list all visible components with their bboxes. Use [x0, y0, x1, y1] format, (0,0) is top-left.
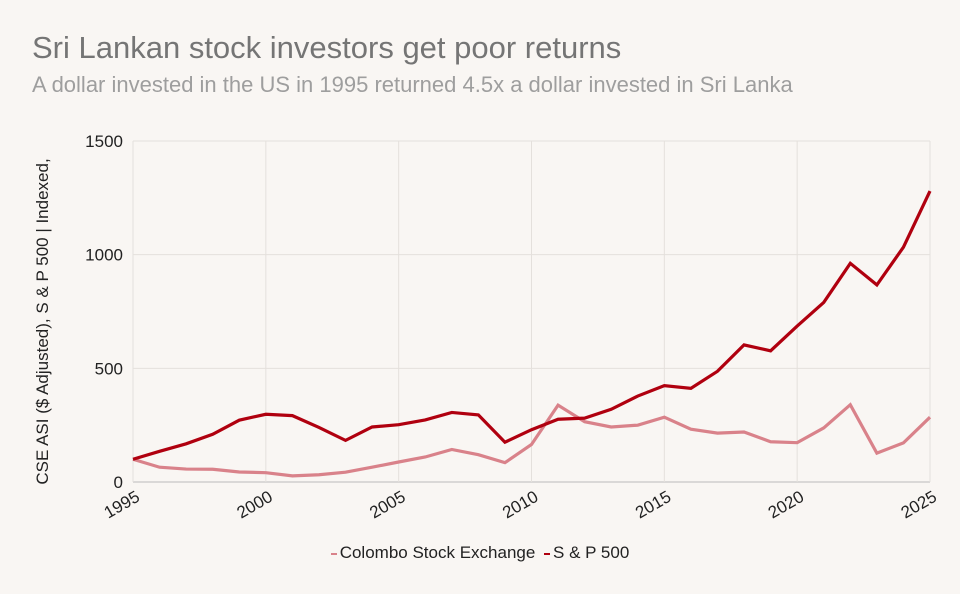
legend: Colombo Stock Exchange S & P 500 [0, 543, 960, 563]
y-tick-label: 1500 [85, 132, 123, 151]
legend-item-sp500[interactable]: S & P 500 [544, 543, 629, 562]
chart-subtitle: A dollar invested in the US in 1995 retu… [32, 72, 793, 97]
series-line-sp500 [132, 190, 932, 461]
x-tick-label: 2025 [898, 487, 940, 522]
y-axis-label: CSE ASI ($ Adjusted), S & P 500 | Indexe… [33, 158, 52, 484]
x-tick-label: 1995 [101, 487, 143, 522]
x-tick-label: 2010 [499, 487, 541, 522]
x-tick-label: 2000 [234, 487, 276, 522]
chart-title: Sri Lankan stock investors get poor retu… [32, 30, 622, 65]
y-tick-label: 1000 [85, 246, 123, 265]
x-tick-label: 2005 [366, 487, 408, 522]
legend-item-cse[interactable]: Colombo Stock Exchange [330, 543, 536, 562]
legend-label-cse: Colombo Stock Exchange [339, 543, 536, 562]
legend-marker-cse [330, 552, 337, 555]
y-tick-label: 500 [95, 359, 123, 378]
legend-marker-sp500 [544, 552, 551, 555]
legend-label-sp500: S & P 500 [553, 543, 630, 562]
x-tick-label: 2020 [765, 487, 807, 522]
y-tick-label: 0 [114, 473, 123, 492]
series-line-cse [132, 402, 932, 478]
x-tick-label: 2015 [632, 487, 674, 522]
